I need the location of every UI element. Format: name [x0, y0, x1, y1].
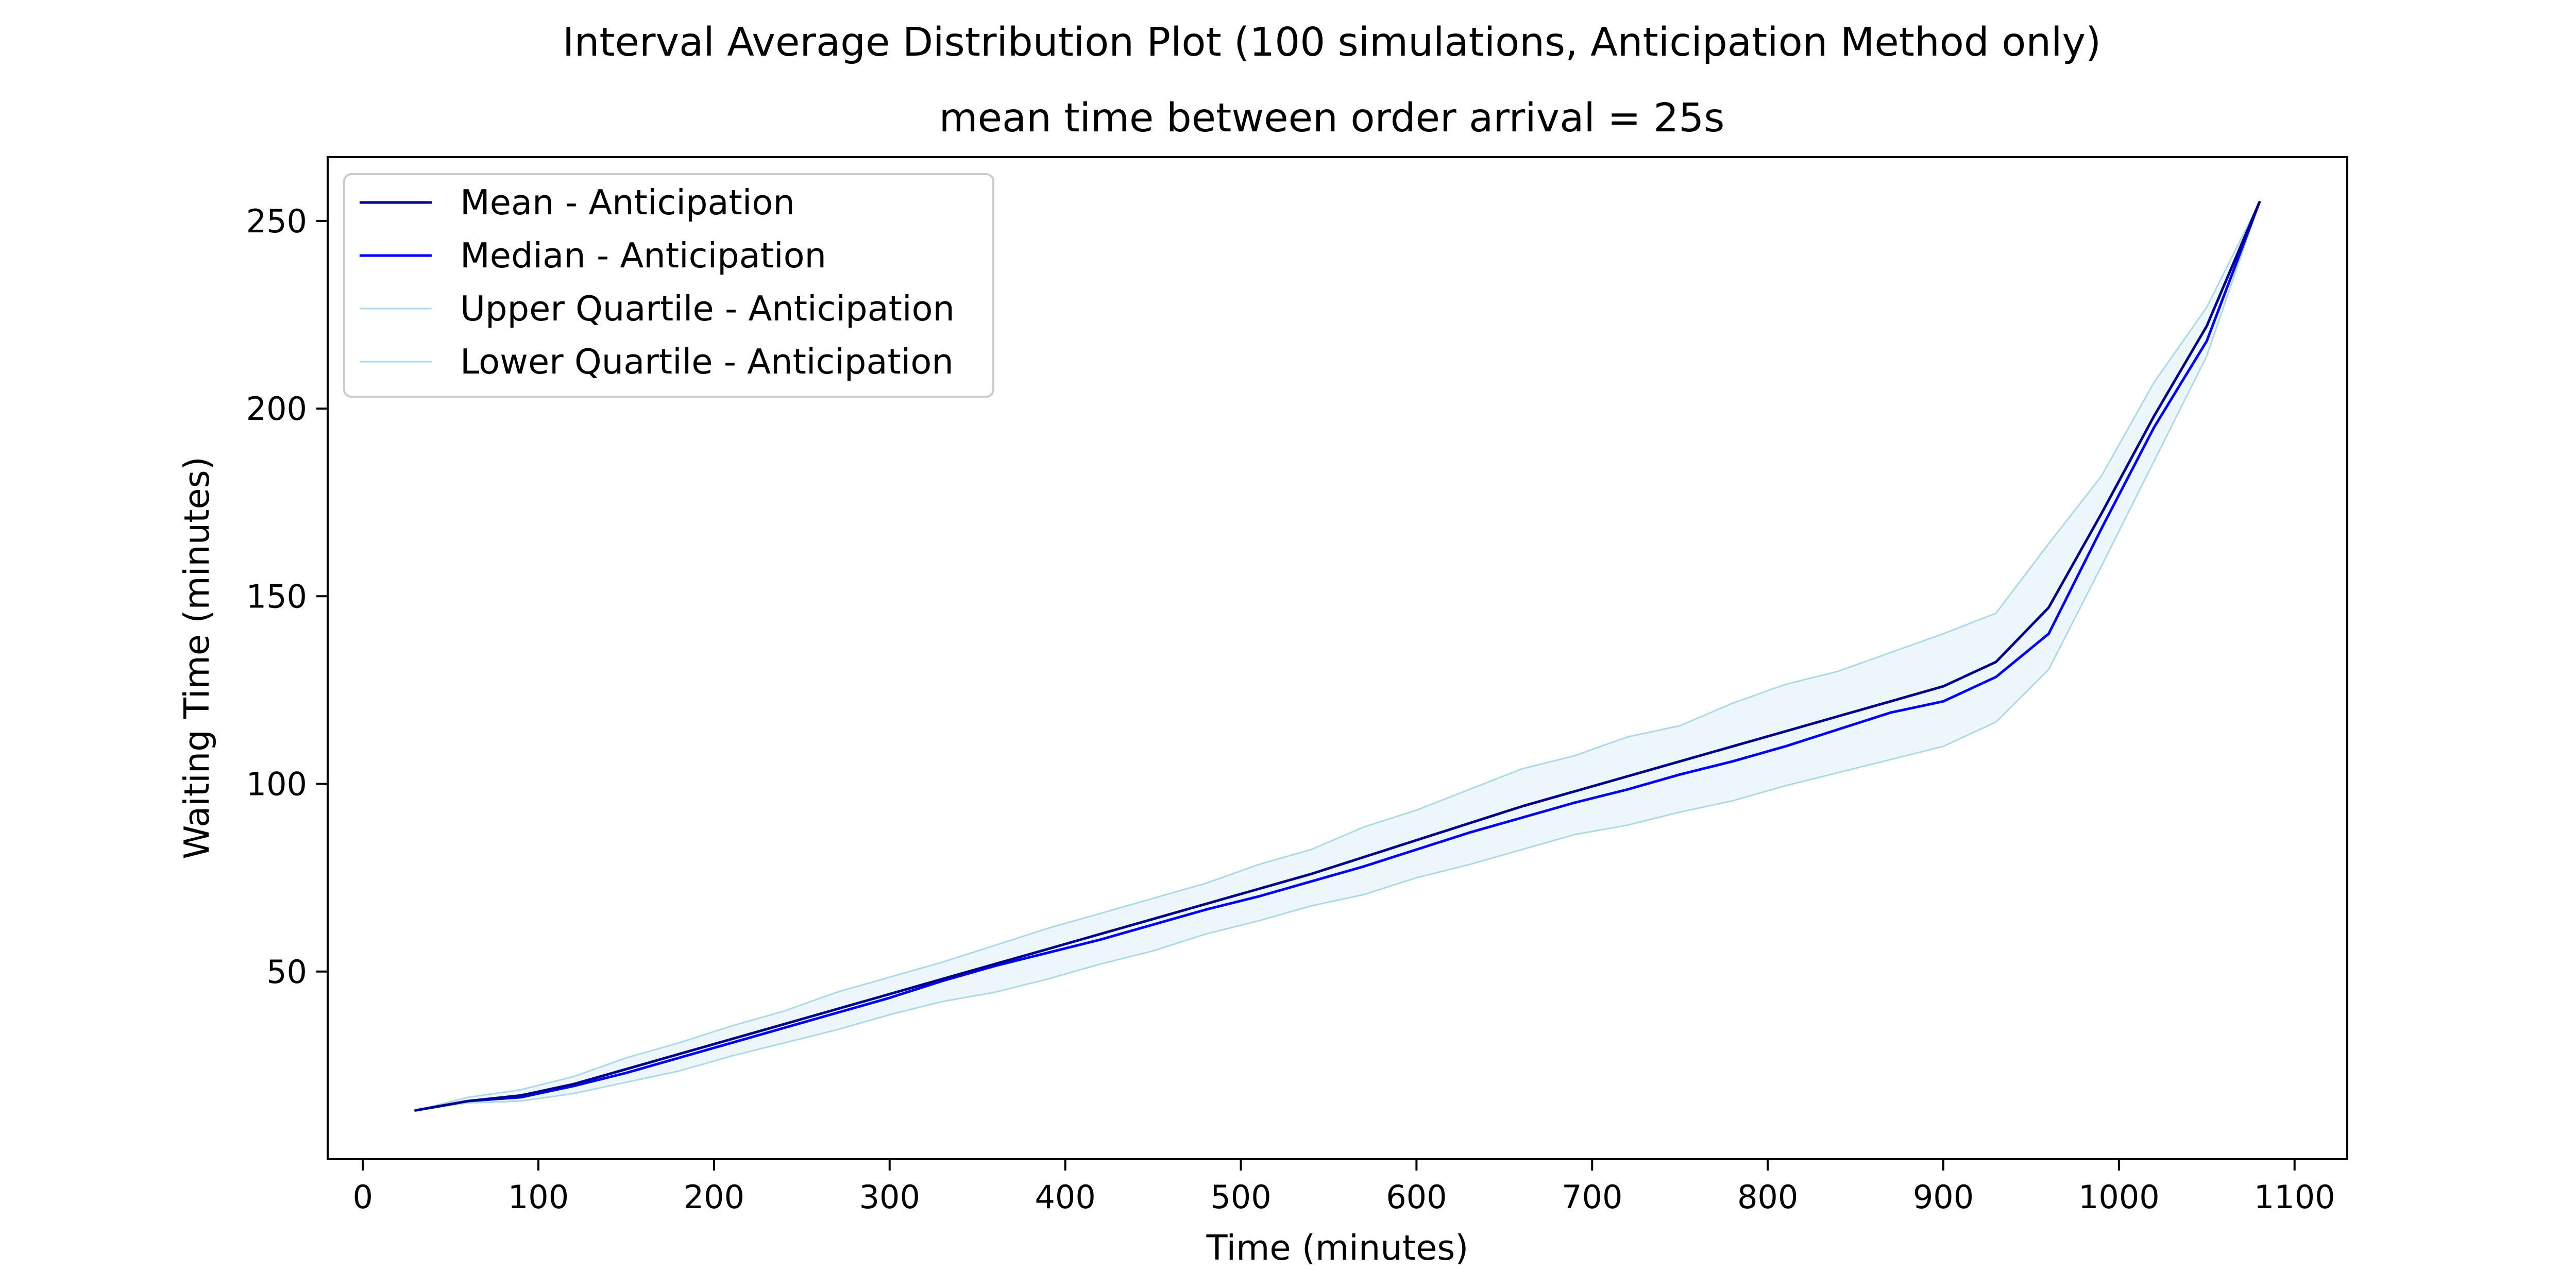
legend-label: Lower Quartile - Anticipation — [460, 342, 954, 382]
x-tick-label: 700 — [1562, 1178, 1622, 1216]
x-tick-label: 1100 — [2254, 1178, 2335, 1216]
x-tick-label: 900 — [1913, 1178, 1974, 1216]
legend-label: Upper Quartile - Anticipation — [460, 289, 955, 329]
x-tick-label: 100 — [508, 1178, 569, 1216]
plot-area — [414, 200, 2261, 1112]
x-tick-label: 1000 — [2078, 1178, 2160, 1216]
legend-label: Median - Anticipation — [460, 235, 826, 276]
series-line-mean-anticipation — [414, 200, 2261, 1112]
plot-frame — [327, 156, 2348, 1160]
chart-subtitle: mean time between order arrival = 25s — [939, 95, 1725, 141]
series-line-median-anticipation — [414, 200, 2261, 1112]
x-tick-label: 600 — [1386, 1178, 1447, 1216]
legend: Mean - Anticipation Median - Anticipation… — [343, 173, 994, 398]
y-tick-label: 50 — [266, 953, 307, 991]
series-line-lower-quartile-anticipation — [414, 201, 2261, 1111]
y-tick-label: 150 — [246, 578, 307, 615]
y-axis-label: Waiting Time (minutes) — [177, 456, 217, 859]
x-tick-label: 500 — [1210, 1178, 1271, 1216]
x-tick-label: 400 — [1035, 1178, 1095, 1216]
y-tick-label: 200 — [246, 390, 307, 428]
x-axis: 0 100 200 300 400 500 600 700 800 900 1000 1100 — [352, 1159, 2335, 1216]
legend-frame — [343, 173, 994, 398]
legend-label: Mean - Anticipation — [460, 182, 795, 223]
x-tick-label: 300 — [859, 1178, 920, 1216]
y-axis: 50 100 150 200 250 — [246, 202, 328, 991]
y-tick-label: 250 — [246, 202, 307, 240]
x-tick-label: 200 — [684, 1178, 744, 1216]
y-tick-label: 100 — [246, 766, 307, 803]
x-axis-label: Time (minutes) — [1206, 1228, 1469, 1268]
x-tick-label: 800 — [1737, 1178, 1798, 1216]
chart-title: Interval Average Distribution Plot (100 … — [563, 20, 2101, 65]
quartile-band — [415, 202, 2260, 1111]
series-line-upper-quartile-anticipation — [414, 201, 2261, 1111]
x-tick-label: 0 — [352, 1178, 372, 1216]
